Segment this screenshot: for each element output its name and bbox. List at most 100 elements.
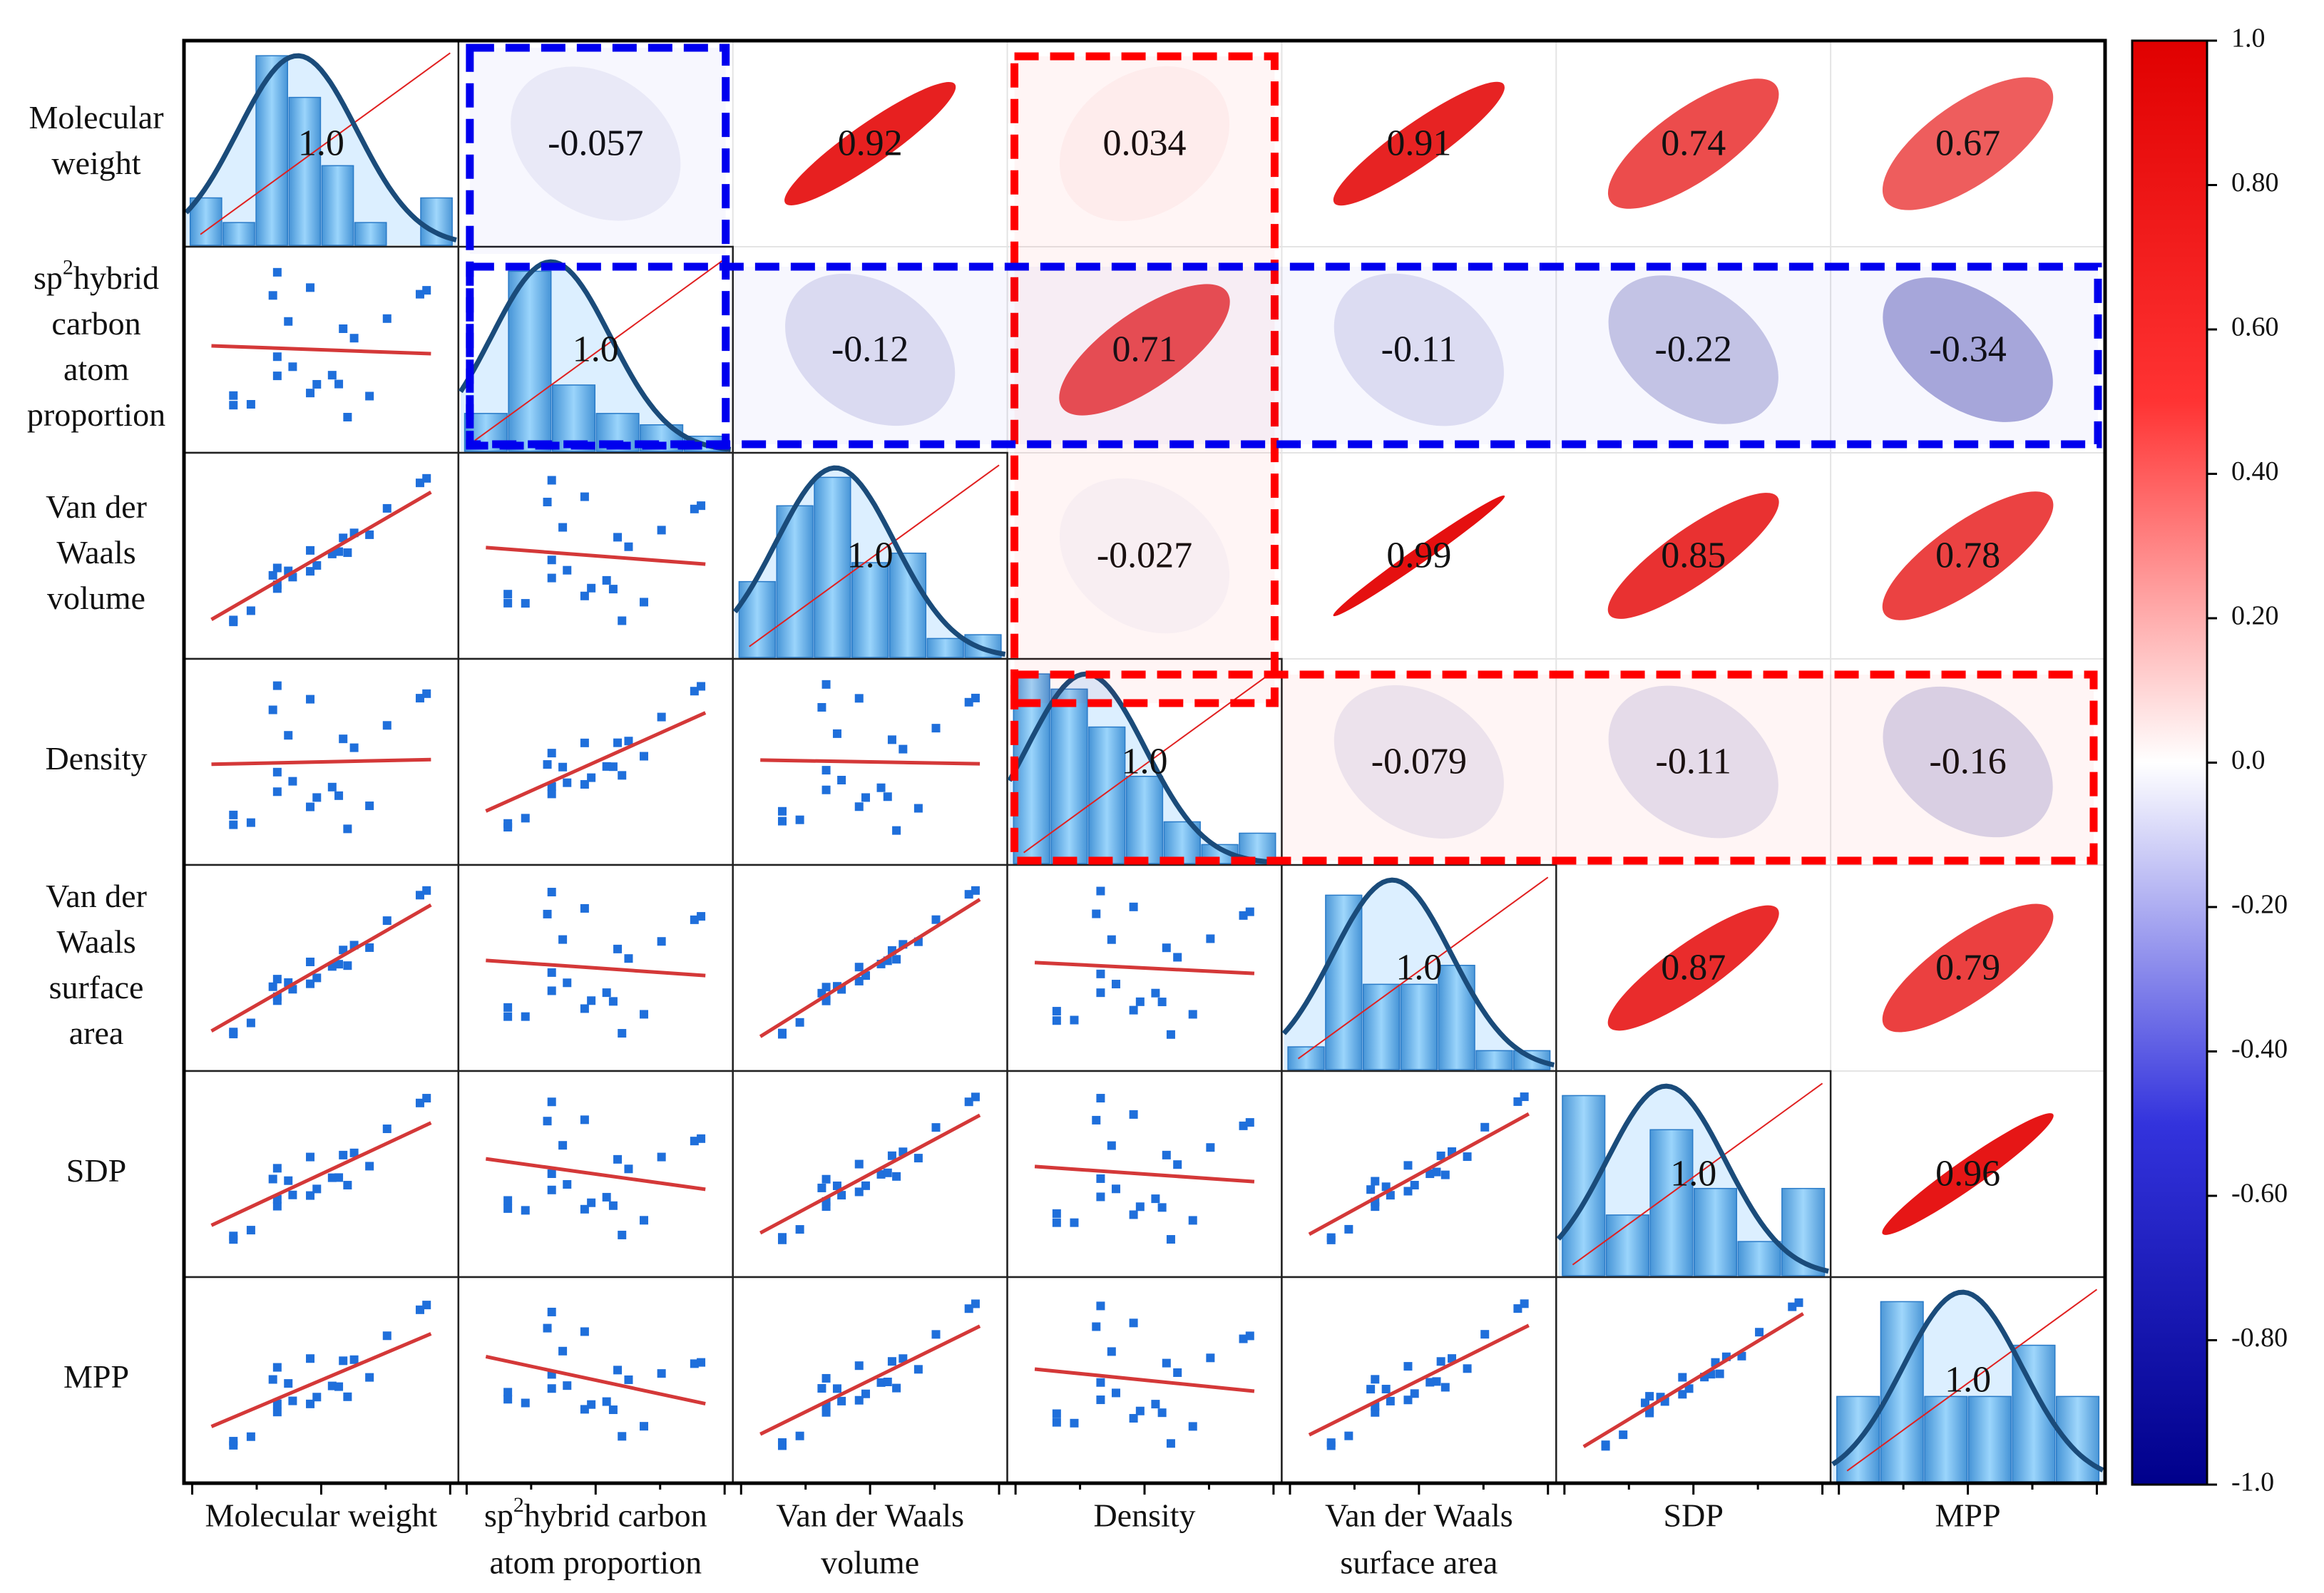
scatter-point [964,890,973,899]
scatter-point [415,1098,424,1107]
scatter-point [1645,1392,1654,1401]
correlation-ellipse [1334,273,1504,426]
scatter-point [272,1363,282,1372]
scatter-point [349,1148,359,1157]
scatter-point [883,1168,892,1177]
scatter-point [422,286,431,295]
scatter-point [602,762,611,771]
matrix-cell [457,864,734,1072]
scatter-point [1070,1418,1079,1428]
matrix-cell: 1.0 [1006,657,1283,866]
scatter-point [1129,1413,1138,1423]
histogram-bar [1125,775,1164,864]
scatter-point [1162,943,1171,953]
correlation-value: -0.16 [1929,741,2006,782]
scatter-point [690,1137,699,1146]
scatter-point [624,542,633,551]
scatter-point [1619,1430,1628,1440]
scatter-point [1096,1378,1105,1387]
diagonal-line [749,464,1000,647]
scatter-point [1129,902,1138,911]
scatter-point [349,743,359,752]
highlight-density-row [1010,670,2098,865]
scatter-point [268,705,277,714]
matrix-cell [183,657,460,866]
scatter-point [1135,997,1145,1006]
scatter-point [365,943,374,952]
matrix-cell: 0.91 [1333,81,1505,206]
scatter-point [422,1094,431,1103]
fit-line [1582,1312,1804,1448]
scatter-point [697,682,706,691]
scatter-point [1436,1357,1445,1366]
scatter-point [861,1181,870,1190]
scatter-point [1366,1385,1376,1394]
scatter-point [1520,1299,1529,1308]
density-curve [1556,1083,1829,1274]
scatter-point [365,391,374,401]
column-label: Van der Waals [1325,1497,1513,1534]
scatter-point [624,737,633,746]
axis-labels: Molecular weight sp2hybrid carbon atom propor… [27,99,2001,1581]
matrix-cell [1006,1070,1283,1279]
row-label: area [69,1015,124,1051]
scatter-point [608,1201,618,1210]
scatter-point [821,1373,831,1383]
correlation-value: 0.99 [1386,535,1451,575]
scatter-point [1601,1440,1610,1450]
scatter-point [1410,1389,1419,1398]
scatter-point [861,793,870,802]
histogram-bar [1438,965,1475,1070]
scatter-point [268,982,277,991]
histogram-bar [1287,1046,1325,1070]
scatter-point [1096,886,1105,896]
diagonal-line [1297,876,1549,1060]
scatter-point [382,916,391,926]
scatter-point [521,1206,530,1215]
scatter-point [608,585,618,594]
matrix-cell: -0.11 [1608,685,1778,839]
scatter-point [1440,1170,1450,1179]
diagonal-value: 1.0 [573,329,619,369]
scatter-point [415,891,424,900]
scatter-point [618,771,627,780]
diagonal-line [1846,1289,2098,1472]
scatter-point [821,680,831,689]
scatter-point [587,996,596,1005]
scatter-point [1239,1121,1248,1130]
matrix-cell: 1.0 [457,245,734,454]
matrix-cell [183,245,460,454]
correlation-ellipse [1333,495,1505,617]
scatter-point [832,729,841,738]
colorbar-tick-label: 0.0 [2231,745,2266,775]
scatter-point [229,1028,238,1037]
scatter-point [246,399,255,409]
scatter-point [964,697,973,707]
row-label: Molecular [29,99,163,135]
matrix-cell: 0.71 [1059,284,1230,416]
scatter-point [1092,1115,1101,1125]
correlation-value: 0.67 [1935,123,2000,163]
scatter-point [1092,1322,1101,1331]
scatter-point [327,371,337,380]
scatter-point [558,935,568,944]
scatter-point [1107,1347,1116,1356]
scatter-point [339,1356,348,1366]
histogram-bar [851,562,889,658]
matrix-cell: -0.11 [1334,273,1504,426]
scatter-point [343,1181,352,1190]
scatter-point [349,334,359,343]
fit-line [1308,1323,1530,1437]
scatter-point [547,555,556,565]
scatter-point [697,501,706,511]
density-curve [1831,1289,2104,1472]
scatter-point [547,789,556,799]
scatter-point [547,1307,556,1316]
scatter-point [547,476,556,485]
diagonal-value: 1.0 [1945,1359,1991,1400]
scatter-point [854,1159,864,1169]
scatter-point [1096,1301,1105,1311]
scatter-point [913,1154,923,1163]
highlight-boxes [466,43,2102,865]
scatter-point [547,1169,556,1178]
